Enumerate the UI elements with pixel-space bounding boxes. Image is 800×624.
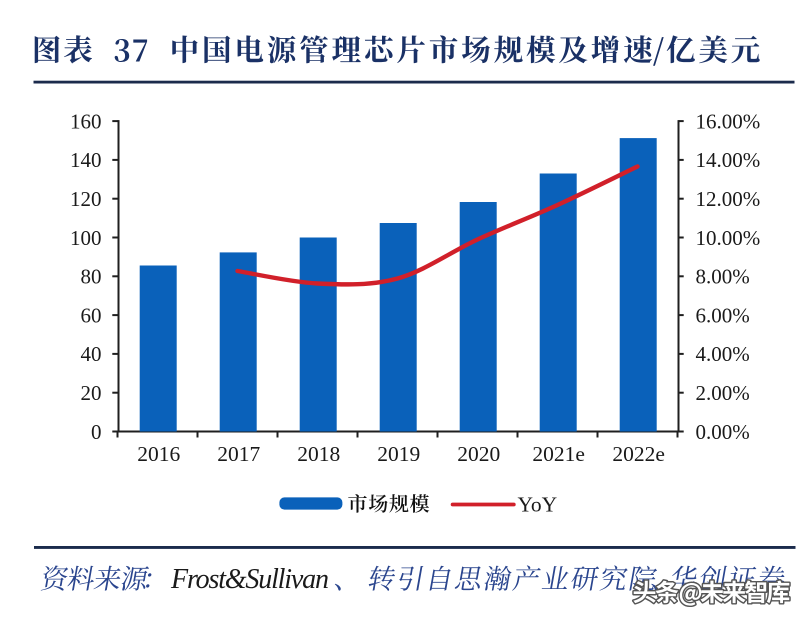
svg-text:8.00%: 8.00% <box>696 265 750 289</box>
svg-text:0: 0 <box>91 420 102 444</box>
svg-text:0.00%: 0.00% <box>696 420 750 444</box>
svg-text:2021e: 2021e <box>532 442 585 466</box>
svg-text:140: 140 <box>70 148 102 172</box>
svg-text:16.00%: 16.00% <box>696 109 761 133</box>
svg-text:160: 160 <box>70 109 102 133</box>
svg-text:60: 60 <box>81 303 102 327</box>
svg-text:20: 20 <box>81 381 102 405</box>
svg-text:2022e: 2022e <box>612 442 665 466</box>
svg-text:2019: 2019 <box>377 442 420 466</box>
svg-text:2.00%: 2.00% <box>696 381 750 405</box>
svg-text:12.00%: 12.00% <box>696 187 761 211</box>
svg-text:2017: 2017 <box>217 442 260 466</box>
svg-text:2020: 2020 <box>457 442 500 466</box>
svg-text:6.00%: 6.00% <box>696 303 750 327</box>
svg-text:YoY: YoY <box>518 493 558 517</box>
svg-text:100: 100 <box>70 226 102 250</box>
svg-text:80: 80 <box>81 265 102 289</box>
svg-text:Frost&Sullivan: Frost&Sullivan <box>170 564 329 595</box>
svg-text:2018: 2018 <box>297 442 340 466</box>
svg-text:14.00%: 14.00% <box>696 148 761 172</box>
svg-text:10.00%: 10.00% <box>696 226 761 250</box>
svg-text:4.00%: 4.00% <box>696 342 750 366</box>
svg-text:40: 40 <box>81 342 102 366</box>
svg-text:2016: 2016 <box>137 442 180 466</box>
svg-text:120: 120 <box>70 187 102 211</box>
